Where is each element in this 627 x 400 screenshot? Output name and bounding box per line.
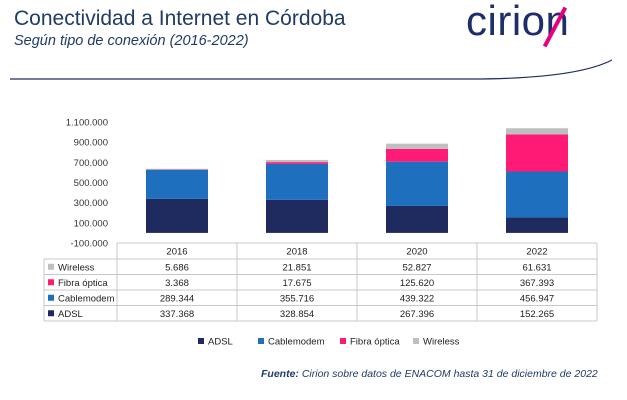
- bar-adsl-2022: [506, 217, 568, 233]
- table-cell-value: 52.827: [402, 262, 431, 273]
- legend-key-adsl: [198, 338, 204, 344]
- y-tick-label: 300.000: [74, 198, 108, 209]
- table-cell-value: 61.631: [522, 262, 551, 273]
- source-note: Fuente: Cirion sobre datos de ENACOM has…: [261, 368, 598, 380]
- y-tick-label: 1.100.000: [66, 118, 108, 129]
- x-category-label: 2016: [166, 247, 187, 258]
- source-text: Cirion sobre datos de ENACOM hasta 31 de…: [298, 368, 598, 380]
- bar-adsl-2016: [146, 198, 208, 233]
- x-category-label: 2018: [286, 247, 307, 258]
- bar-cablemodem-2020: [386, 161, 448, 206]
- table-row-label-cablemodem: Cablemodem: [58, 293, 115, 304]
- table-cell-value: 355.716: [280, 293, 314, 304]
- bar-cablemodem-2016: [146, 169, 208, 199]
- bar-adsl-2020: [386, 205, 448, 233]
- page-title: Conectividad a Internet en Córdoba: [14, 7, 346, 30]
- y-tick-label: 700.000: [74, 158, 108, 169]
- bar-wireless-2018: [266, 159, 328, 163]
- table-cell-value: 125.620: [400, 278, 434, 289]
- legend-label-cablemodem: Cablemodem: [268, 337, 325, 348]
- legend-key-fibra-optica: [340, 338, 346, 344]
- y-tick-label: -100.000: [70, 239, 108, 250]
- table-cell-value: 337.368: [160, 309, 194, 320]
- y-tick-label: 100.000: [74, 218, 108, 229]
- table-row-label-fibra-optica: Fibra óptica: [58, 278, 108, 289]
- legend-key-wireless: [413, 338, 419, 344]
- bar-cablemodem-2018: [266, 163, 328, 200]
- legend-label-adsl: ADSL: [208, 337, 233, 348]
- bar-fibra-optica-2022: [506, 134, 568, 172]
- bar-adsl-2018: [266, 199, 328, 233]
- bar-cablemodem-2022: [506, 171, 568, 218]
- bar-wireless-2020: [386, 143, 448, 149]
- table-legend-key-adsl: [48, 310, 54, 317]
- table-legend-key-cablemodem: [48, 294, 54, 301]
- x-category-label: 2022: [526, 247, 547, 258]
- table-cell-value: 17.675: [282, 278, 311, 289]
- table-cell-value: 3.368: [165, 278, 189, 289]
- legend-key-cablemodem: [258, 338, 264, 344]
- table-cell-value: 328.854: [280, 309, 314, 320]
- table-cell-value: 21.851: [282, 262, 311, 273]
- table-cell-value: 267.396: [400, 309, 434, 320]
- bar-wireless-2016: [146, 168, 208, 170]
- source-label: Fuente:: [261, 368, 299, 380]
- table-cell-value: 439.322: [400, 293, 434, 304]
- table-cell-value: 289.344: [160, 293, 194, 304]
- table-cell-value: 367.393: [520, 278, 554, 289]
- table-cell-value: 152.265: [520, 309, 554, 320]
- table-row-label-wireless: Wireless: [58, 262, 95, 273]
- x-category-label: 2020: [406, 247, 427, 258]
- page-subtitle: Según tipo de conexión (2016-2022): [14, 33, 249, 49]
- table-legend-key-wireless: [48, 263, 54, 270]
- table-legend-key-fibra-optica: [48, 279, 54, 286]
- y-tick-label: 500.000: [74, 178, 108, 189]
- table-cell-value: 456.947: [520, 293, 554, 304]
- legend-label-fibra-optica: Fibra óptica: [350, 337, 400, 348]
- y-tick-label: 900.000: [74, 138, 108, 149]
- bar-fibra-optica-2020: [386, 148, 448, 162]
- bar-wireless-2022: [506, 128, 568, 135]
- legend-label-wireless: Wireless: [423, 337, 460, 348]
- bar-fibra-optica-2018: [266, 162, 328, 164]
- table-row-label-adsl: ADSL: [58, 309, 83, 320]
- table-cell-value: 5.686: [165, 262, 189, 273]
- cirion-logo: cirion: [466, 0, 616, 49]
